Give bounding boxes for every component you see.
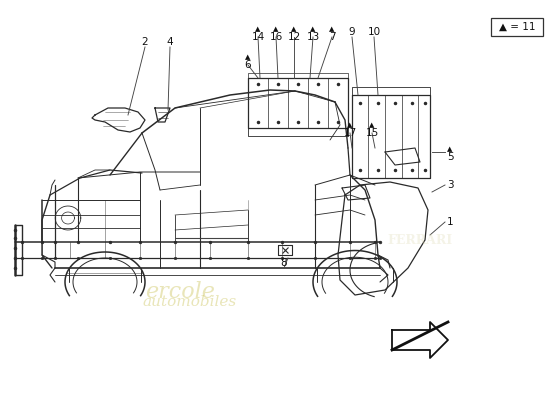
Text: ercole: ercole [145,281,215,303]
Text: ▲: ▲ [273,26,279,32]
Text: 16: 16 [270,32,283,42]
Text: 9: 9 [349,27,355,37]
Text: 3: 3 [447,180,453,190]
Text: 5: 5 [447,152,453,162]
Text: 6: 6 [245,60,251,70]
Text: 1: 1 [447,217,453,227]
Text: ▲: ▲ [292,26,296,32]
Bar [491,18,543,36]
Text: 14: 14 [251,32,265,42]
Text: ▲: ▲ [347,122,353,128]
Text: 10: 10 [367,27,381,37]
Text: ▲: ▲ [255,26,261,32]
Text: ▲: ▲ [447,146,453,152]
Text: ▲: ▲ [329,26,335,32]
Text: 7: 7 [329,32,336,42]
Text: ▲: ▲ [310,26,316,32]
Text: 8: 8 [280,258,287,268]
Text: automobiles: automobiles [143,295,237,309]
Text: 15: 15 [365,128,378,138]
Text: FERRARI: FERRARI [387,234,453,246]
Text: ▲ = 11: ▲ = 11 [499,22,535,32]
Text: 17: 17 [343,128,356,138]
Text: ▲: ▲ [369,122,375,128]
Text: ▲: ▲ [245,54,251,60]
Text: 13: 13 [306,32,320,42]
Text: 12: 12 [287,32,301,42]
Text: 4: 4 [167,37,173,47]
Text: 2: 2 [142,37,148,47]
